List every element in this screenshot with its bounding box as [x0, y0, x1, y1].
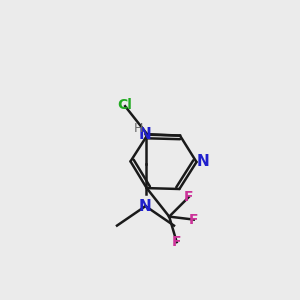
- Text: H: H: [133, 122, 143, 135]
- Text: F: F: [184, 190, 194, 204]
- Text: Cl: Cl: [118, 98, 133, 112]
- Text: N: N: [139, 127, 152, 142]
- Text: N: N: [139, 199, 152, 214]
- Text: F: F: [189, 213, 199, 226]
- Text: F: F: [172, 235, 182, 249]
- Text: N: N: [197, 154, 209, 169]
